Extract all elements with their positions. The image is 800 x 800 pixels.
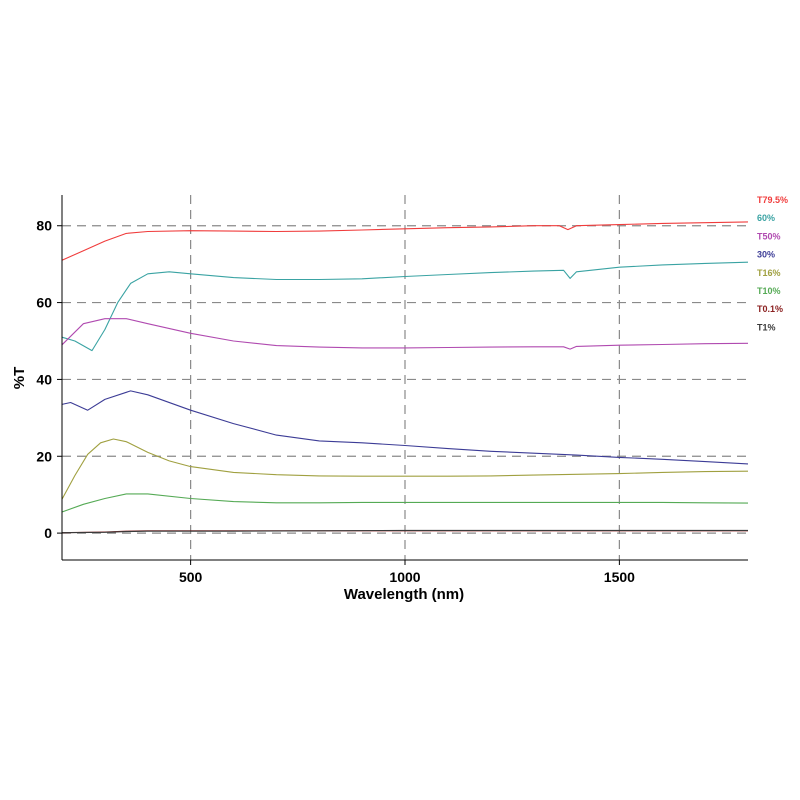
y-tick-label-40: 40	[36, 371, 52, 387]
series-line-4	[61, 438, 749, 500]
legend-entry-5: T10%	[757, 286, 781, 296]
y-axis-title: %T	[11, 367, 28, 390]
grid	[62, 195, 748, 560]
y-tick-label-60: 60	[36, 295, 52, 311]
x-axis-title: Wavelength (nm)	[344, 586, 464, 603]
x-tick-label-1000: 1000	[389, 569, 420, 585]
series-line-2	[61, 318, 749, 350]
legend-entry-6: T0.1%	[757, 304, 783, 314]
legend-entry-2: T50%	[757, 231, 781, 241]
y-tick-label-20: 20	[36, 448, 52, 464]
y-tick-label-80: 80	[36, 218, 52, 234]
y-tick-label-0: 0	[44, 525, 52, 541]
legend-entry-0: T79.5%	[757, 195, 788, 205]
legend-entry-7: T1%	[757, 322, 776, 332]
series-line-0	[61, 221, 749, 261]
x-tick-label-1500: 1500	[604, 569, 635, 585]
series-line-3	[61, 390, 749, 465]
series-layer	[61, 221, 749, 534]
series-line-5	[61, 493, 749, 513]
x-tick-label-500: 500	[179, 569, 203, 585]
ticks: 0 20 40 60 80 500 1000 1500	[36, 218, 635, 585]
legend-entry-4: T16%	[757, 268, 781, 278]
legend-entry-1: 60%	[757, 213, 775, 223]
legend-entry-3: 30%	[757, 250, 775, 260]
series-line-7	[61, 529, 748, 534]
series-line-1	[61, 261, 749, 352]
legend: T79.5% 60% T50% 30% T16% T10% T0.1% T1%	[757, 195, 788, 332]
